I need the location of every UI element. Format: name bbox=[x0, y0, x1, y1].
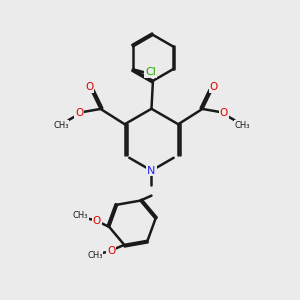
Text: O: O bbox=[107, 246, 115, 256]
Text: O: O bbox=[220, 108, 228, 118]
Text: O: O bbox=[75, 108, 83, 118]
Text: CH₃: CH₃ bbox=[87, 251, 103, 260]
Text: O: O bbox=[93, 216, 101, 226]
Text: O: O bbox=[209, 82, 218, 92]
Text: Cl: Cl bbox=[145, 67, 156, 77]
Text: N: N bbox=[147, 166, 156, 176]
Text: CH₃: CH₃ bbox=[234, 121, 250, 130]
Text: CH₃: CH₃ bbox=[53, 121, 69, 130]
Text: CH₃: CH₃ bbox=[73, 212, 88, 220]
Text: O: O bbox=[85, 82, 94, 92]
